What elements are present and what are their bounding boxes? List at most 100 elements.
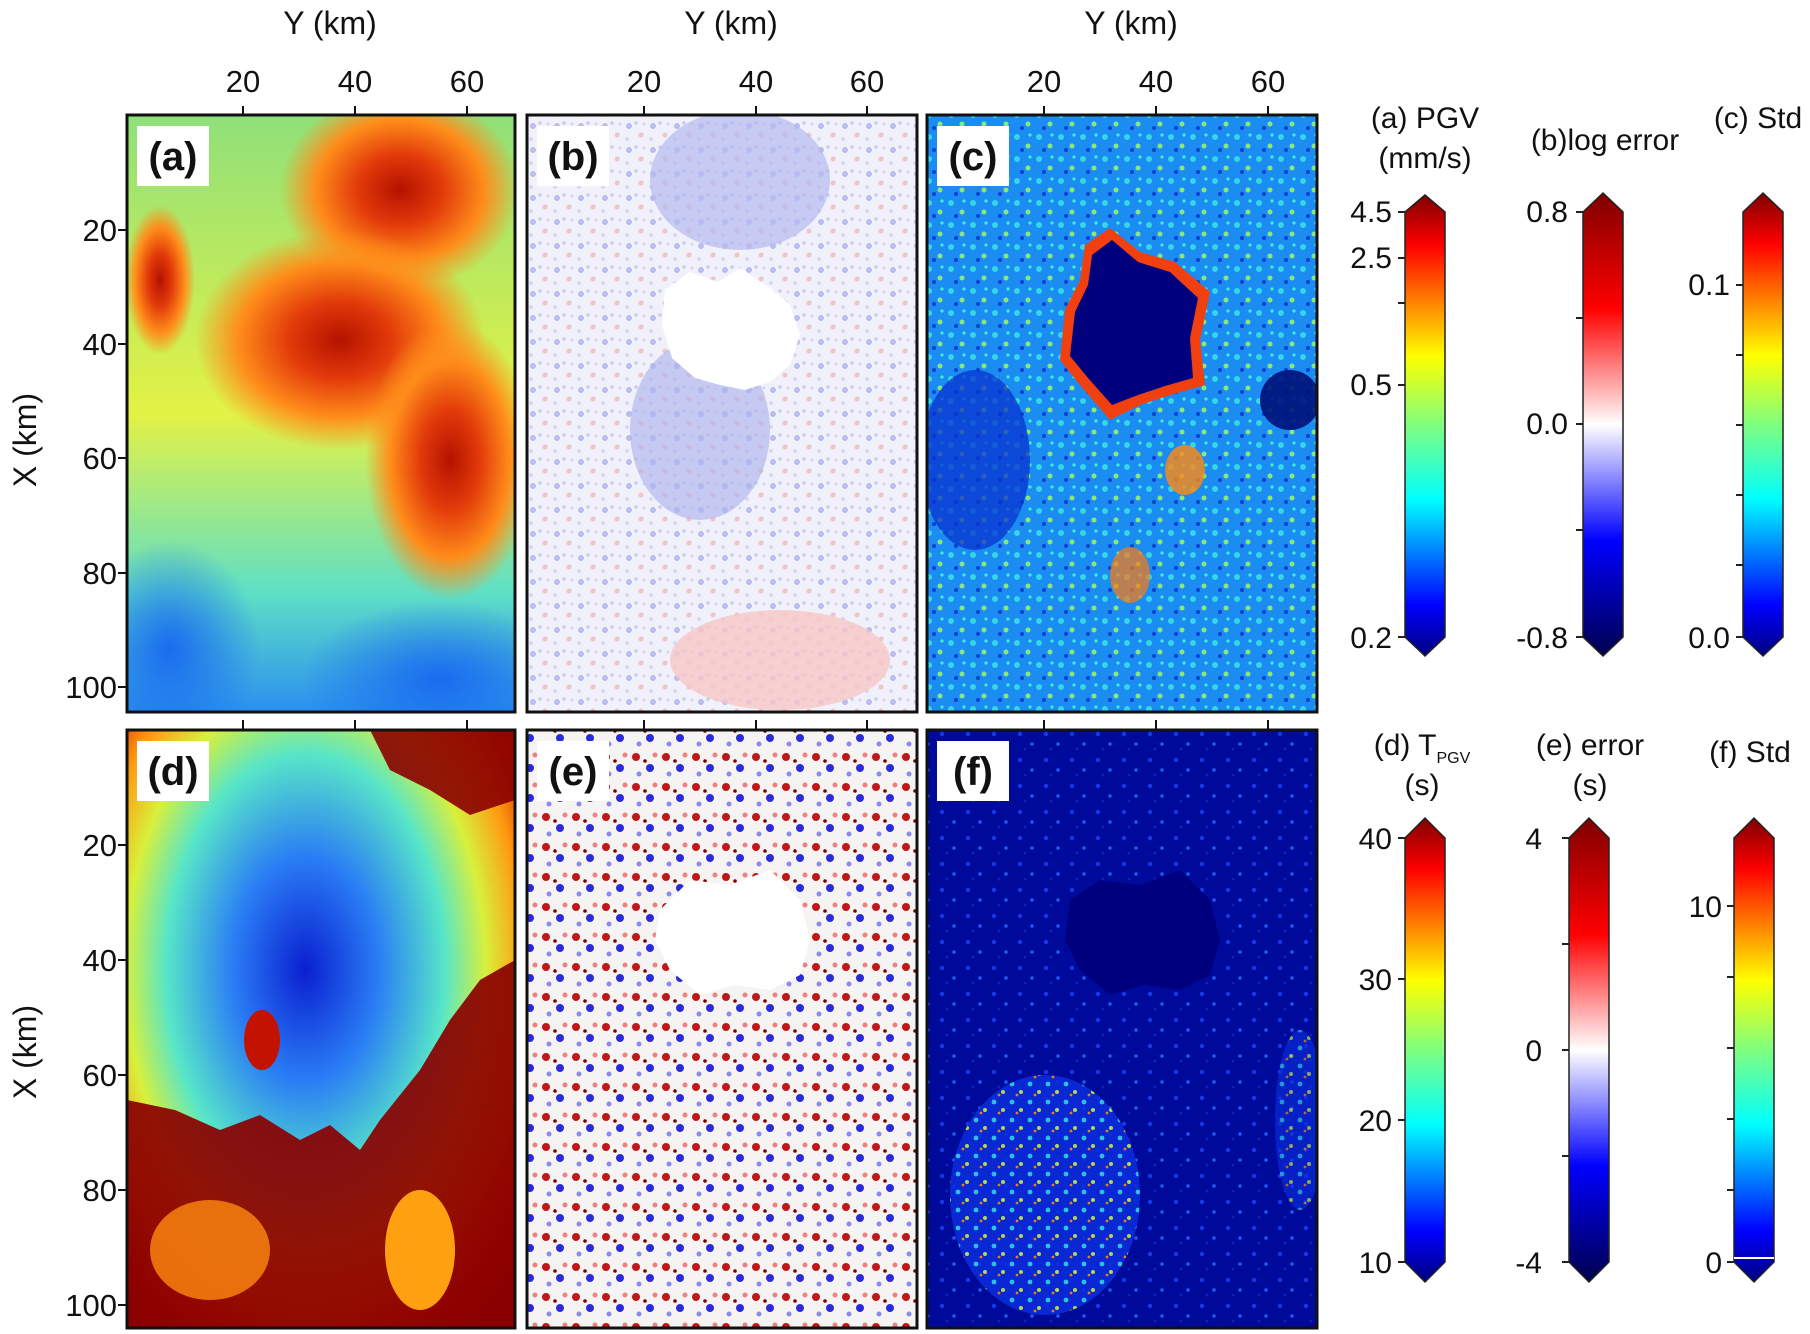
y-tick-label: 40 — [83, 943, 117, 978]
panel-e-frame — [525, 728, 919, 1330]
colorbar-e-tick: 0 — [1525, 1035, 1542, 1068]
colorbar-c-tick: 0.0 — [1688, 622, 1730, 655]
x-tick-label: 60 — [450, 64, 484, 99]
panel-a-label: (a) — [149, 135, 198, 179]
top-tick-labels: 20 40 60 20 40 60 20 40 60 — [226, 64, 1285, 99]
colorbar-d-bar — [1404, 816, 1446, 1284]
y-tick-label: 100 — [65, 1288, 117, 1323]
panel-a-frame — [125, 113, 517, 714]
panel-d-mid-zone — [150, 1200, 270, 1300]
panel-f-frame — [925, 728, 1319, 1330]
y-tick-label: 40 — [83, 327, 117, 362]
colorbar-a-bar — [1404, 194, 1446, 658]
panel-e-field — [527, 730, 917, 1328]
colorbar-f-bar — [1733, 816, 1775, 1284]
colorbar-b: (b)log error 0.8 0.0 -0.8 — [1516, 124, 1679, 658]
colorbar-d-tick: 20 — [1359, 1105, 1392, 1138]
panel-d-late-zone — [370, 730, 515, 815]
colorbar-a-tick: 0.2 — [1350, 622, 1392, 655]
y-tick-label: 60 — [83, 1058, 117, 1093]
panel-c-dark-zone — [1260, 370, 1317, 430]
colorbar-f-tick: 10 — [1689, 891, 1722, 924]
panel-c-warm-zone — [1165, 445, 1205, 495]
colorbar-e-title-unit: (s) — [1573, 769, 1608, 802]
y-tick-label: 20 — [83, 213, 117, 248]
colorbar-f-title: (f) Std — [1709, 736, 1791, 769]
panel-c-frame — [925, 113, 1319, 714]
x-tick-label: 60 — [1251, 64, 1285, 99]
panel-f: (f) — [925, 728, 1319, 1330]
left-tick-marks — [118, 229, 127, 1306]
panel-a: (a) — [125, 113, 517, 714]
colorbar-e-bar — [1568, 816, 1610, 1284]
panel-c-warm-zone — [1110, 547, 1150, 603]
colorbar-d-tick: 40 — [1359, 823, 1392, 856]
colorbar-e-tick: -4 — [1515, 1247, 1542, 1280]
panel-b-negative-patch — [650, 115, 830, 250]
panel-d: (d) — [125, 728, 517, 1330]
colorbar-d-title-unit: (s) — [1405, 769, 1440, 802]
colorbar-d-tick: 30 — [1359, 964, 1392, 997]
colorbar-a: (a) PGV (mm/s) 4.5 2.5 0.5 0.2 — [1350, 102, 1479, 658]
colorbar-b-tick: -0.8 — [1516, 622, 1568, 655]
colorbar-b-tick: 0.0 — [1526, 408, 1568, 441]
panel-b: (b) — [525, 113, 919, 714]
top-tick-marks — [242, 106, 1269, 730]
x-tick-label: 20 — [1027, 64, 1061, 99]
colorbar-c: (c) Std 0.1 0.0 — [1688, 102, 1802, 658]
top-axis-label-c: Y (km) — [1084, 5, 1178, 41]
colorbar-a-title: (a) PGV — [1371, 102, 1479, 135]
top-axis-label-b: Y (km) — [684, 5, 778, 41]
panel-d-label-box — [137, 741, 209, 801]
panel-d-label: (d) — [147, 750, 198, 794]
panel-a-label-box — [137, 126, 209, 186]
panel-d-late-zone — [244, 1010, 280, 1070]
panel-e-label: (e) — [549, 750, 598, 794]
panel-e-label-box — [537, 741, 609, 801]
colorbar-b-title: (b)log error — [1531, 124, 1679, 157]
y-tick-label: 60 — [83, 441, 117, 476]
panel-c: (c) — [925, 113, 1319, 714]
colorbar-c-tick: 0.1 — [1688, 269, 1730, 302]
panel-e: (e) — [525, 728, 919, 1330]
colorbar-c-bar — [1742, 191, 1784, 658]
panel-b-mask — [662, 268, 800, 390]
left-tick-labels: 20 40 60 80 100 20 40 60 80 100 — [65, 213, 117, 1323]
left-axis-label-bottom: X (km) — [7, 1005, 43, 1099]
panel-f-mask — [1065, 870, 1220, 995]
panel-c-label-box — [937, 126, 1009, 186]
colorbar-e: (e) error (s) 4 0 -4 — [1515, 729, 1644, 1284]
y-tick-label: 80 — [83, 556, 117, 591]
panel-b-label-box — [537, 126, 609, 186]
colorbar-b-bar — [1582, 191, 1624, 658]
panel-e-mask — [655, 870, 810, 995]
x-tick-label: 60 — [850, 64, 884, 99]
colorbar-d: (d) TPGV (s) 40 30 20 10 — [1359, 729, 1471, 1284]
colorbar-e-tick: 4 — [1525, 823, 1542, 856]
colorbar-c-title: (c) Std — [1714, 102, 1802, 135]
panel-b-positive-patch — [670, 610, 890, 710]
top-axis-label-a: Y (km) — [283, 5, 377, 41]
colorbar-d-title: (d) TPGV — [1374, 729, 1471, 767]
y-tick-label: 80 — [83, 1173, 117, 1208]
panel-f-label: (f) — [953, 750, 993, 794]
x-tick-label: 40 — [338, 64, 372, 99]
panel-d-frame — [125, 728, 517, 1330]
panel-c-label: (c) — [949, 135, 998, 179]
panel-a-hot-zone — [365, 320, 515, 600]
panel-c-dark-zone — [927, 370, 1030, 550]
colorbar-f-tick: 0 — [1705, 1247, 1722, 1280]
colorbar-e-title: (e) error — [1536, 729, 1644, 762]
colorbar-a-tick: 0.5 — [1350, 369, 1392, 402]
panel-b-label: (b) — [547, 135, 598, 179]
x-tick-label: 20 — [627, 64, 661, 99]
panel-a-cool-zone — [127, 540, 260, 712]
y-tick-label: 20 — [83, 828, 117, 863]
colorbar-a-tick: 4.5 — [1350, 196, 1392, 229]
colorbar-a-tick: 2.5 — [1350, 242, 1392, 275]
colorbar-f: (f) Std 10 0 — [1689, 736, 1791, 1284]
panel-b-frame — [525, 113, 919, 714]
colorbar-a-title-unit: (mm/s) — [1378, 142, 1471, 175]
y-tick-label: 100 — [65, 670, 117, 705]
